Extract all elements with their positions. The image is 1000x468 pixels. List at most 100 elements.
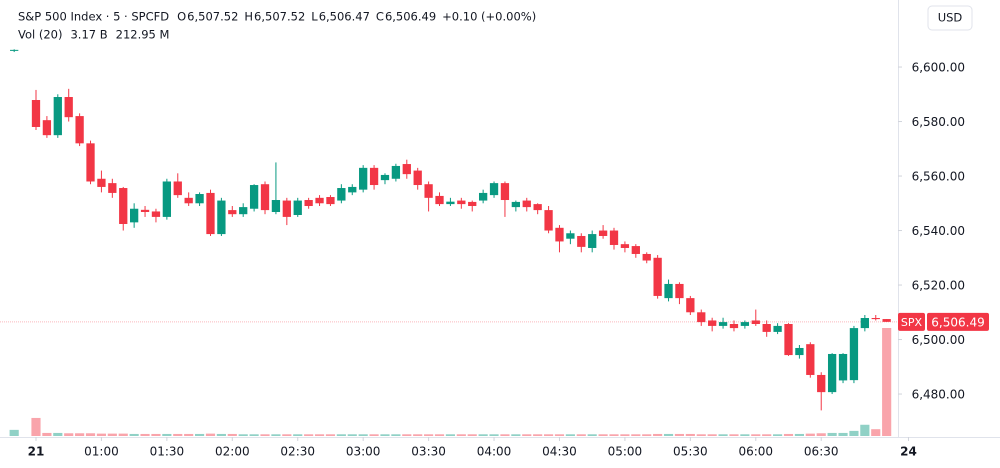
volume-bar: [216, 433, 226, 436]
volume-bar: [85, 433, 96, 436]
currency-button[interactable]: [927, 5, 973, 31]
header-text: 6,506.47: [319, 10, 370, 24]
candle-body: [402, 164, 411, 175]
header-ohlc: S&P 500 Index · 5 · SPCFD O 6,507.52 H 6,507…: [18, 10, 536, 24]
candle-body: [882, 319, 891, 322]
volume-bar: [794, 433, 804, 436]
header-text: 212.95 M: [116, 28, 170, 42]
volume-bar: [827, 432, 837, 436]
volume-bar: [707, 434, 717, 436]
candle-body: [511, 201, 520, 208]
header-text: O: [177, 10, 186, 24]
price-tag-bg: [927, 312, 989, 331]
header-text: S&P 500 Index · 5 · SPCFD: [18, 10, 169, 24]
volume-bar: [751, 434, 761, 436]
x-tick-label: 02:00: [215, 445, 250, 459]
candle-body: [391, 165, 401, 179]
candle-body: [315, 197, 324, 204]
x-tick-label: 04:00: [477, 445, 512, 459]
candle-body: [446, 201, 455, 205]
volume-bar: [282, 434, 292, 436]
volume-bar: [391, 434, 401, 436]
x-tick-label: 01:30: [150, 445, 185, 459]
volume-bar: [434, 434, 445, 436]
y-tick-label: 6,540.00: [912, 224, 965, 238]
candle-body: [282, 200, 291, 217]
volume-bar: [773, 434, 783, 436]
volume-bar: [402, 434, 412, 436]
price-tag-name-bg: [898, 312, 925, 331]
volume-bar: [598, 434, 608, 436]
header-text: C: [376, 10, 384, 24]
candle-body: [871, 318, 880, 320]
volume-bar: [151, 433, 161, 436]
price-tag: 6,506.49: [931, 315, 984, 329]
x-tick-label: 02:30: [280, 445, 315, 459]
volume-bar: [871, 429, 881, 436]
candle-body: [544, 210, 553, 231]
volume-bar: [118, 433, 128, 436]
x-tick-label: 06:00: [738, 445, 773, 459]
x-tick-label: 06:30: [804, 445, 839, 459]
x-tick-label: 04:30: [542, 445, 577, 459]
volume-bar: [674, 433, 685, 436]
volume-bar: [347, 434, 357, 436]
header-volume: Vol (20) 3.17 B 212.95 M: [18, 28, 169, 42]
volume-bar: [762, 434, 772, 436]
volume-bar: [238, 434, 248, 436]
volume-bar: [696, 434, 706, 436]
volume-bar: [227, 433, 237, 436]
candle-body: [566, 233, 575, 239]
candle-body: [827, 353, 837, 393]
volume-bar: [456, 434, 466, 436]
price-tag-name: SPX: [901, 316, 923, 329]
candle-body: [468, 201, 477, 207]
x-tick-label: 21: [28, 445, 45, 459]
candle-body: [326, 197, 335, 205]
volume-bar: [304, 434, 314, 436]
candle-body: [686, 298, 695, 313]
candle-body: [631, 246, 640, 254]
volume-bar: [380, 434, 390, 436]
volume-bar: [718, 434, 728, 436]
volume-bar: [53, 432, 63, 436]
candle-body: [217, 200, 226, 235]
y-tick-label: 6,480.00: [912, 388, 965, 402]
candle-body: [664, 283, 673, 299]
y-tick-label: 6,520.00: [912, 279, 965, 293]
header-text: 6,507.52: [254, 10, 305, 24]
candle-body: [424, 184, 433, 198]
volume-bar: [424, 434, 434, 436]
candle-body: [151, 211, 161, 217]
volume-bar: [194, 433, 205, 436]
header-text: 6,507.52: [187, 10, 238, 24]
candle-body: [239, 207, 248, 215]
volume-bar: [620, 434, 630, 436]
candle-body: [533, 204, 542, 211]
volume-bar: [816, 433, 826, 436]
x-tick-label: 03:30: [411, 445, 446, 459]
volume-bar: [293, 434, 303, 436]
candle-body: [577, 235, 586, 247]
candle-body: [697, 312, 706, 323]
y-tick-label: 6,500.00: [912, 333, 965, 347]
volume-bar: [576, 434, 586, 436]
volume-bar: [685, 433, 695, 436]
candle-body: [162, 181, 172, 217]
volume-bar: [184, 433, 194, 436]
candle-body: [784, 324, 793, 356]
volume-bar: [336, 434, 346, 436]
candle-body: [718, 322, 728, 326]
x-tick-label: 03:00: [346, 445, 381, 459]
volume-bar: [511, 434, 521, 436]
currency[interactable]: USD: [938, 11, 963, 25]
volume-bar: [314, 434, 325, 436]
volume-bar: [631, 434, 641, 436]
candle-body: [86, 143, 95, 182]
candle-body: [740, 322, 750, 326]
candle-body: [620, 244, 630, 248]
candle-body: [588, 234, 597, 248]
volume-bar: [609, 434, 619, 436]
volume-bar: [729, 434, 739, 436]
candle-body: [206, 192, 215, 235]
